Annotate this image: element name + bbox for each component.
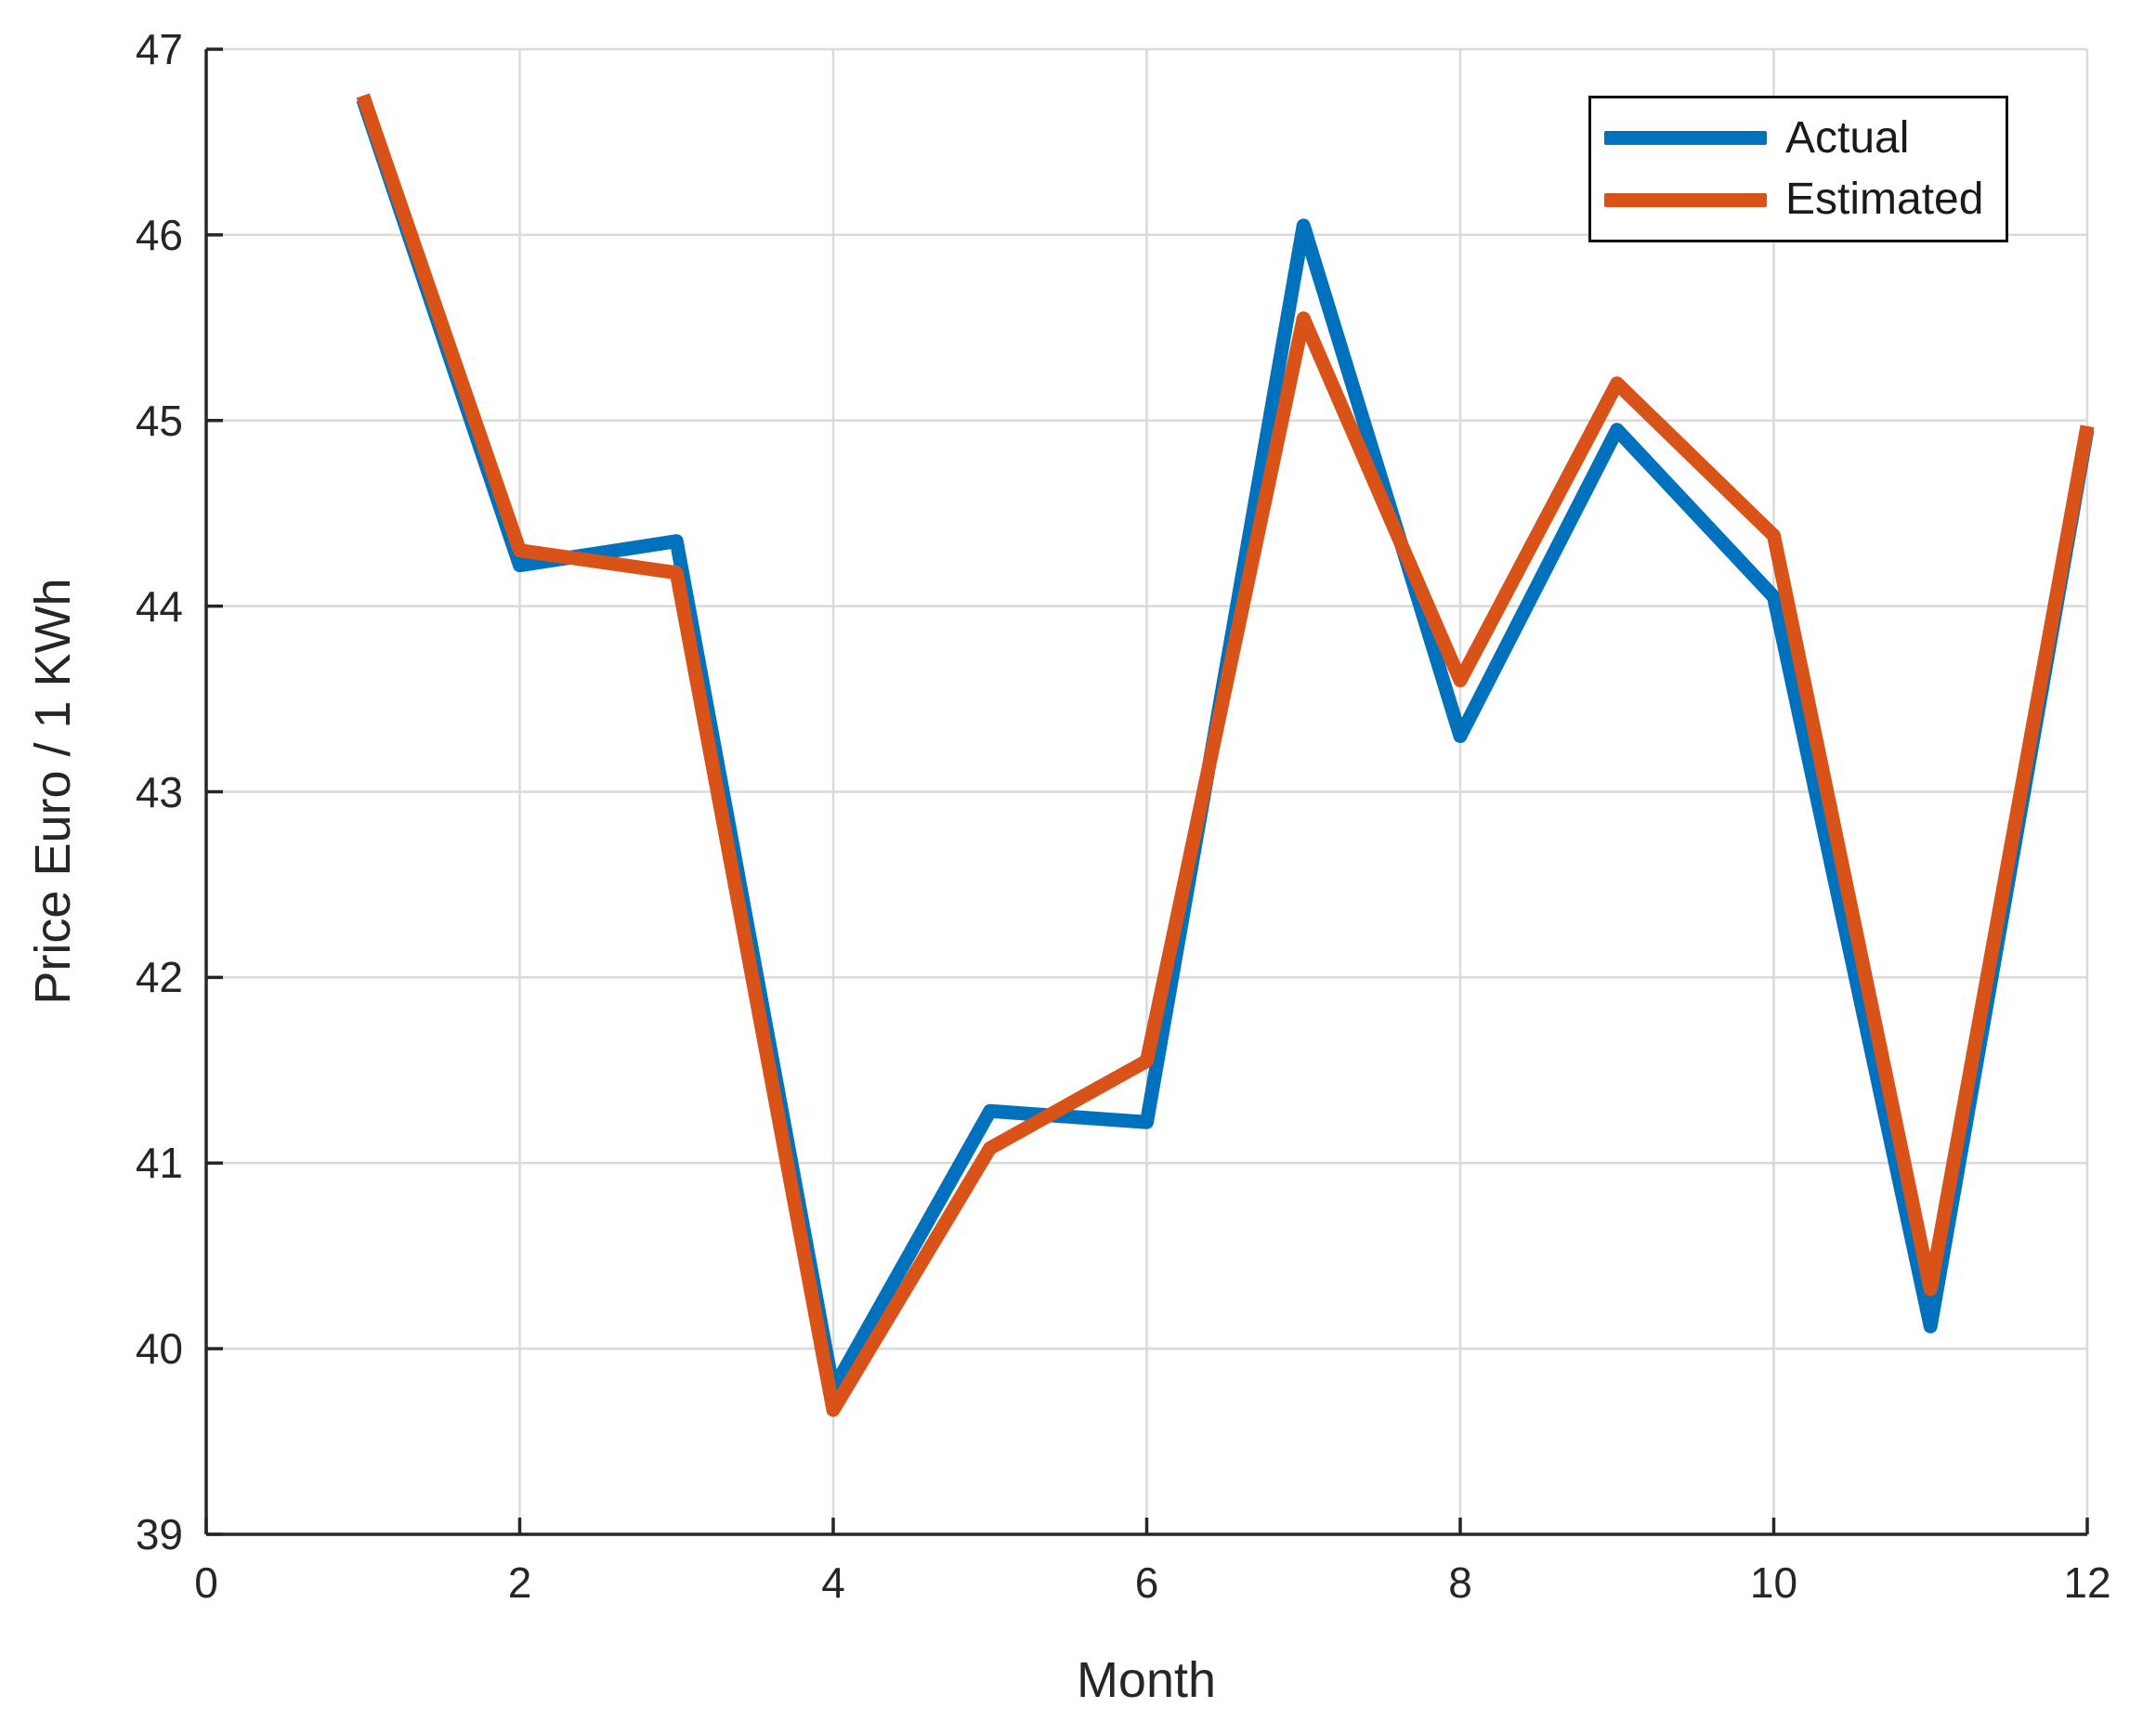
y-tick-label: 41 <box>135 1139 183 1188</box>
legend-line-sample-actual <box>1604 131 1767 146</box>
legend-item-actual: Actual <box>1591 112 2006 163</box>
y-tick-label: 45 <box>135 396 183 445</box>
x-tick-label: 4 <box>821 1558 845 1607</box>
legend-line-sample-estimated <box>1604 192 1767 207</box>
legend: Actual Estimated <box>1588 96 2008 242</box>
y-tick-label: 44 <box>135 581 183 631</box>
series-line-estimated <box>356 93 2095 1417</box>
y-tick-label: 46 <box>135 210 183 259</box>
y-tick-label: 47 <box>135 25 183 73</box>
x-tick-label: 12 <box>2063 1558 2111 1607</box>
y-tick-label: 42 <box>135 953 183 1002</box>
y-tick-label: 43 <box>135 767 183 816</box>
y-tick-label: 40 <box>135 1324 183 1374</box>
legend-label-actual: Actual <box>1785 112 1910 163</box>
legend-item-estimated: Estimated <box>1591 177 2006 222</box>
x-tick-label: 8 <box>1448 1558 1472 1607</box>
x-tick-label: 10 <box>1749 1558 1798 1607</box>
series-line-actual <box>356 97 2095 1397</box>
x-tick-label: 6 <box>1134 1558 1159 1607</box>
x-tick-label: 2 <box>507 1558 532 1607</box>
x-axis-label: Month <box>1076 1652 1217 1708</box>
y-tick-label: 39 <box>135 1510 183 1558</box>
x-tick-label: 0 <box>194 1558 218 1607</box>
legend-label-estimated: Estimated <box>1785 175 1984 225</box>
